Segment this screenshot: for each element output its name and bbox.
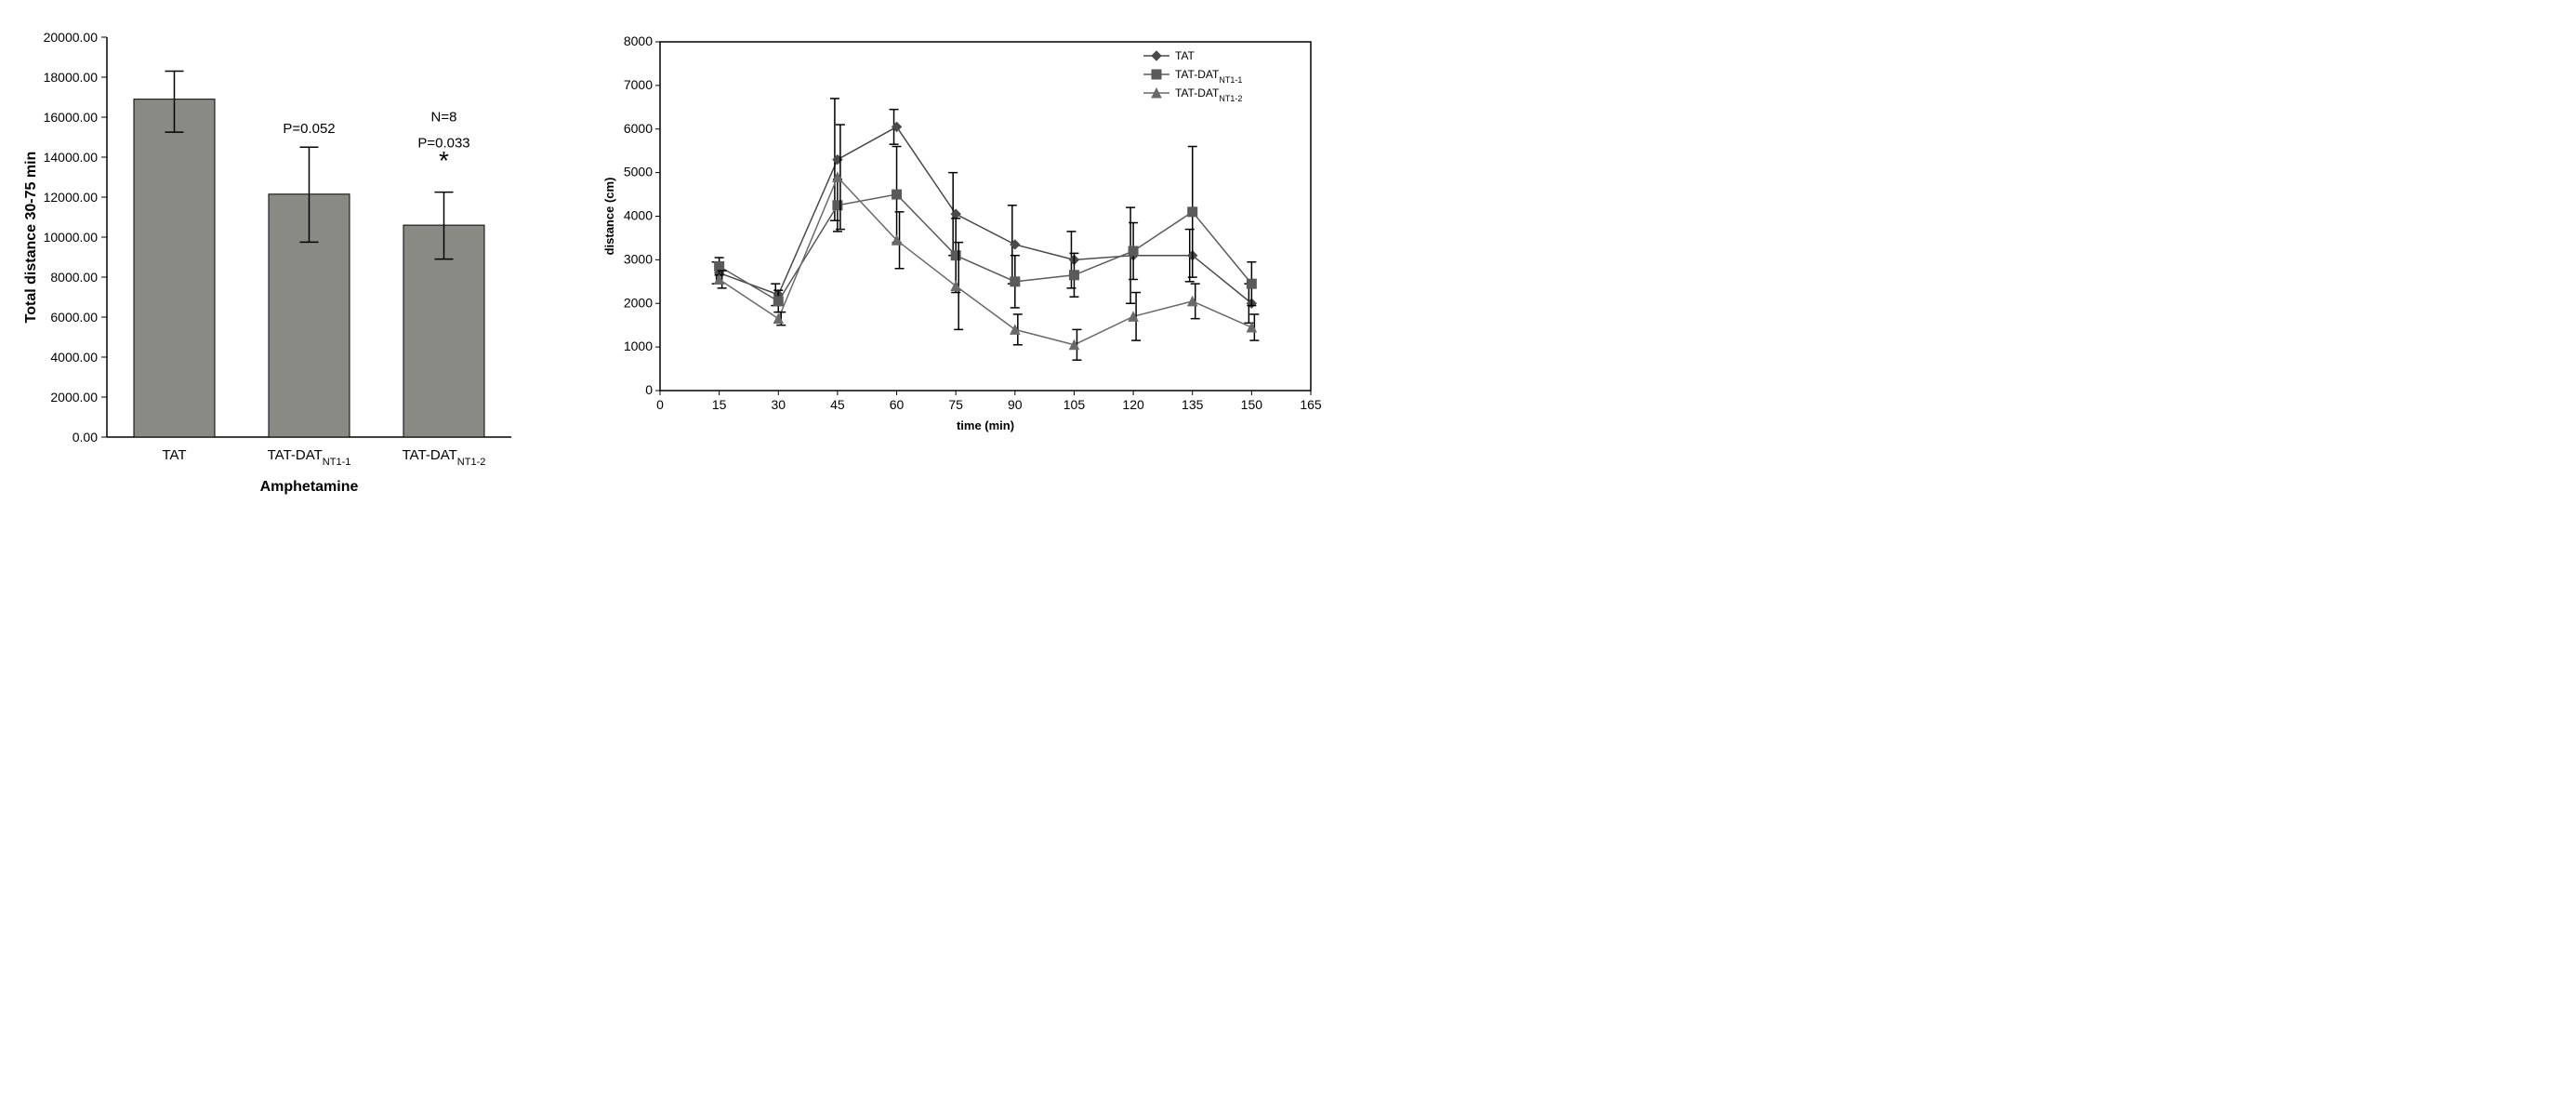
line-xtick-label: 150	[1241, 397, 1263, 412]
bar-category-label: TAT-DATNT1-1	[268, 447, 351, 468]
bar-ytick-label: 2000.00	[50, 390, 98, 405]
line-ytick-label: 2000	[624, 295, 653, 310]
bar-ytick-label: 12000.00	[44, 190, 99, 205]
series-line-0	[720, 126, 1252, 303]
bar-0	[134, 100, 215, 437]
line-xtick-label: 60	[890, 397, 905, 412]
bar-x-axis-title: Amphetamine	[260, 479, 359, 495]
bar-annotation: N=8	[431, 109, 457, 125]
line-chart-container: 0 1000 2000 3000 4000 5000 6000 7000 8000 0 15 30 45…	[595, 19, 1339, 465]
line-xtick-label: 135	[1182, 397, 1204, 412]
line-xtick-label: 75	[948, 397, 963, 412]
line-ytick-label: 8000	[624, 33, 653, 48]
series-line-2	[720, 177, 1252, 344]
bar-ytick-label: 8000.00	[50, 270, 98, 285]
line-x-axis-title: time (min)	[957, 418, 1014, 432]
line-ytick-label: 7000	[624, 77, 653, 92]
bar-category-label: TAT	[162, 447, 186, 463]
bar-ytick-label: 16000.00	[44, 110, 99, 125]
bar-ytick-label: 14000.00	[44, 150, 99, 165]
bar-ytick-label: 18000.00	[44, 70, 99, 85]
line-y-axis-title: distance (cm)	[602, 178, 616, 256]
line-xtick-label: 120	[1122, 397, 1144, 412]
line-ytick-label: 3000	[624, 251, 653, 266]
line-ytick-label: 1000	[624, 338, 653, 353]
bar-annotation: *	[439, 146, 449, 175]
bar-ytick-label: 0.00	[73, 430, 98, 445]
line-xtick-label: 165	[1300, 397, 1322, 412]
legend-label-1: TAT-DATNT1-1	[1175, 68, 1242, 85]
line-xtick-label: 15	[712, 397, 727, 412]
bar-ytick-label: 6000.00	[50, 310, 98, 325]
bar-chart: 0.00 2000.00 4000.00 6000.00 8000.00 10000.00…	[19, 19, 539, 539]
line-ytick-label: 0	[645, 382, 653, 397]
legend-label-2: TAT-DATNT1-2	[1175, 86, 1242, 103]
legend-label-0: TAT	[1175, 49, 1196, 62]
line-xtick-label: 30	[771, 397, 786, 412]
bar-category-label: TAT-DATNT1-2	[403, 447, 486, 468]
bar-ytick-label: 10000.00	[44, 230, 99, 245]
bar-y-axis-title: Total distance 30-75 min	[23, 152, 39, 324]
bar-ytick-label: 4000.00	[50, 350, 98, 365]
line-xtick-label: 90	[1008, 397, 1023, 412]
bar-chart-container: 0.00 2000.00 4000.00 6000.00 8000.00 10000.00…	[19, 19, 539, 539]
line-chart: 0 1000 2000 3000 4000 5000 6000 7000 8000 0 15 30 45…	[595, 19, 1339, 465]
line-ytick-label: 5000	[624, 165, 653, 179]
bar-ytick-label: 20000.00	[44, 30, 99, 45]
line-xtick-label: 0	[656, 397, 664, 412]
line-ytick-label: 4000	[624, 208, 653, 223]
line-xtick-label: 105	[1063, 397, 1086, 412]
line-xtick-label: 45	[830, 397, 845, 412]
line-ytick-label: 6000	[624, 121, 653, 136]
bar-annotation: P=0.052	[283, 121, 335, 137]
